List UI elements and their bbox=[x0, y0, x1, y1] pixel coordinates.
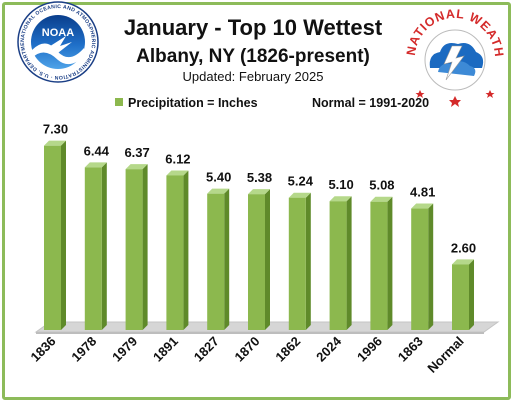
bar-front bbox=[370, 201, 388, 330]
bar-side bbox=[183, 170, 189, 330]
legend-series-label: Precipitation = Inches bbox=[128, 96, 258, 110]
bar-side bbox=[428, 203, 434, 330]
bar-side bbox=[224, 188, 230, 330]
noaa-center-text: NOAA bbox=[42, 27, 74, 39]
category-tick-label: 1978 bbox=[68, 334, 99, 365]
bar bbox=[125, 164, 148, 330]
bar-value-label: 5.40 bbox=[206, 170, 231, 185]
bar-side bbox=[346, 196, 352, 330]
bar-top bbox=[370, 196, 393, 202]
bar-top bbox=[452, 259, 474, 265]
bar-top bbox=[411, 203, 434, 209]
bar-front bbox=[125, 169, 143, 330]
bar-front bbox=[248, 194, 265, 330]
bar bbox=[370, 196, 393, 330]
bar bbox=[329, 196, 352, 330]
bar-top bbox=[329, 196, 352, 202]
category-tick-label: 1870 bbox=[232, 334, 263, 365]
bar-front bbox=[44, 145, 61, 330]
bar bbox=[411, 203, 434, 330]
bar-front bbox=[452, 264, 469, 330]
bar bbox=[248, 189, 270, 330]
bar-top bbox=[288, 192, 311, 198]
legend-swatch bbox=[115, 98, 123, 106]
bar bbox=[207, 188, 230, 330]
bar-value-label: 5.24 bbox=[288, 174, 314, 189]
bar-top bbox=[166, 170, 189, 176]
category-tick-label: 1862 bbox=[272, 334, 303, 365]
bar-front bbox=[411, 208, 429, 330]
bar-value-label: 7.30 bbox=[43, 122, 68, 137]
bar-side bbox=[142, 164, 148, 330]
bar-side bbox=[305, 192, 311, 330]
bar-front bbox=[166, 175, 184, 330]
chart-subtitle: Albany, NY (1826-present) bbox=[136, 46, 370, 67]
bar-value-label: 6.12 bbox=[165, 151, 190, 166]
noaa-logo: NATIONAL OCEANIC AND ATMOSPHERIC ADMINIS… bbox=[0, 0, 99, 83]
bar-front bbox=[329, 201, 347, 330]
bar-side bbox=[387, 196, 393, 330]
category-tick-label: 1979 bbox=[109, 334, 140, 365]
bar-top bbox=[248, 189, 270, 195]
category-tick-label: 2024 bbox=[313, 333, 345, 365]
bar-side bbox=[469, 259, 474, 330]
chart-title: January - Top 10 Wettest bbox=[124, 15, 383, 40]
category-tick-label: 1836 bbox=[28, 334, 59, 365]
category-tick-label: Normal bbox=[424, 334, 466, 376]
bar bbox=[166, 170, 189, 330]
bar-side bbox=[61, 140, 66, 330]
bar-front bbox=[84, 167, 102, 330]
category-tick-label: 1863 bbox=[395, 334, 426, 365]
value-labels-layer: 7.30 6.44 6.37 6.12 5.40 5.38 5.24 5.10 5.08 4.81… bbox=[43, 122, 476, 256]
legend-normal-note: Normal = 1991-2020 bbox=[312, 96, 429, 110]
bar-side bbox=[101, 162, 107, 330]
bar-side bbox=[265, 189, 270, 330]
bar bbox=[288, 192, 311, 330]
bar bbox=[84, 162, 107, 330]
category-labels-layer: 1836 1978 1979 1891 1827 1870 1862 2024 1996 1863… bbox=[28, 333, 467, 376]
bar-top bbox=[125, 164, 148, 170]
bar-front bbox=[288, 197, 306, 330]
bar bbox=[44, 140, 66, 330]
category-tick-label: 1891 bbox=[150, 334, 181, 365]
bar-front bbox=[207, 193, 225, 330]
legend: Precipitation = Inches Normal = 1991-202… bbox=[115, 96, 429, 110]
bar-value-label: 5.08 bbox=[369, 178, 394, 193]
bar-value-label: 4.81 bbox=[410, 185, 435, 200]
category-tick-label: 1996 bbox=[354, 334, 385, 365]
bar-value-label: 5.38 bbox=[247, 170, 272, 185]
updated-label: Updated: February 2025 bbox=[183, 69, 324, 84]
bar-top bbox=[84, 162, 107, 168]
bar bbox=[452, 259, 474, 330]
bar-value-label: 6.37 bbox=[124, 145, 149, 160]
bar-value-label: 2.60 bbox=[451, 240, 476, 255]
category-tick-label: 1827 bbox=[191, 334, 222, 365]
bar-top bbox=[44, 140, 66, 146]
bar-top bbox=[207, 188, 230, 194]
bar-value-label: 5.10 bbox=[328, 177, 353, 192]
bars-layer bbox=[44, 140, 474, 330]
bar-value-label: 6.44 bbox=[84, 143, 110, 158]
